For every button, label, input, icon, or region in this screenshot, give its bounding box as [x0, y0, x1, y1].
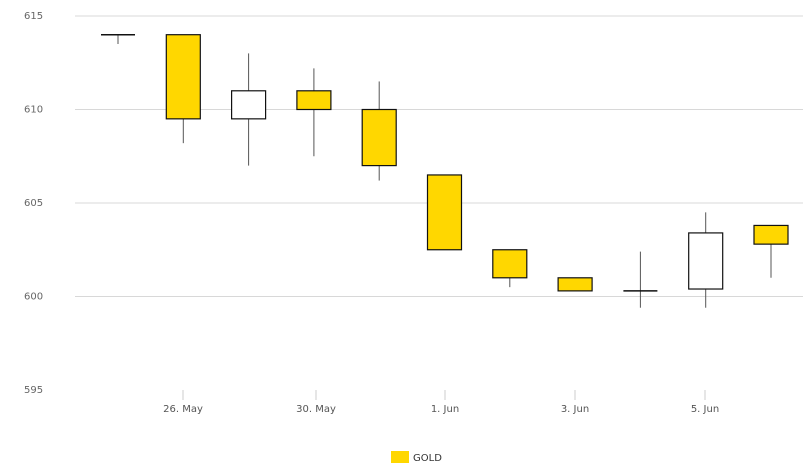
x-tick-label: 3. Jun	[561, 404, 589, 415]
candle	[623, 251, 658, 308]
x-axis-labels: 26. May 30. May 1. Jun 3. Jun 5. Jun	[163, 390, 719, 415]
y-axis-labels: 595 600 605 610 615	[24, 11, 43, 396]
legend-swatch-gold	[391, 451, 409, 463]
candle-body	[492, 249, 528, 279]
candle-body	[557, 277, 593, 292]
y-tick-label: 605	[24, 198, 43, 209]
legend-label-gold: GOLD	[413, 453, 442, 464]
candle-body	[296, 90, 332, 111]
candle-body	[426, 174, 463, 251]
candle	[165, 34, 201, 144]
candle-body	[361, 108, 397, 167]
x-tick-label: 26. May	[163, 404, 203, 415]
candle	[361, 81, 397, 181]
candle-body	[753, 224, 789, 245]
y-tick-label: 600	[24, 292, 43, 303]
candle	[688, 212, 724, 308]
candle	[231, 53, 267, 166]
legend[interactable]: GOLD	[391, 451, 442, 464]
candle	[101, 33, 135, 45]
y-tick-label: 615	[24, 11, 43, 22]
candles	[101, 33, 789, 308]
x-tick-label: 5. Jun	[691, 404, 719, 415]
x-tick-label: 1. Jun	[431, 404, 459, 415]
candle	[753, 224, 789, 278]
x-tick-label: 30. May	[296, 404, 336, 415]
candle	[492, 249, 528, 288]
candle-body	[231, 90, 267, 120]
candle-body	[165, 34, 201, 120]
candle	[426, 174, 463, 251]
candle-body	[688, 232, 724, 290]
y-tick-label: 610	[24, 105, 43, 116]
candle	[557, 277, 593, 292]
y-tick-label: 595	[24, 385, 43, 396]
candle	[296, 68, 332, 157]
